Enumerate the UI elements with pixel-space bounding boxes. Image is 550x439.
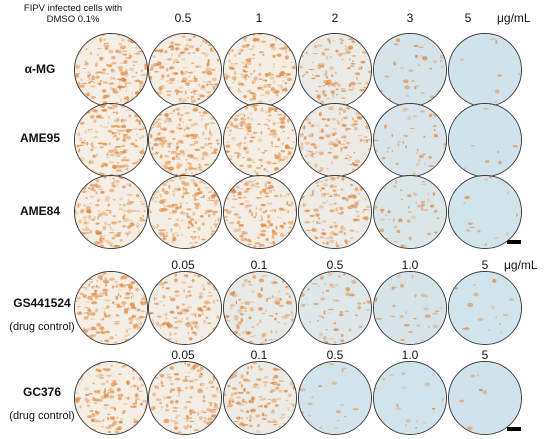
conc-header-b3-2: 0.5 (326, 348, 344, 362)
well-ame84-4 (373, 175, 447, 249)
unit-label-b1: μg/mL (497, 11, 531, 25)
well-a-mg-3 (298, 33, 372, 107)
conc-header-b3-4: 5 (481, 348, 489, 362)
well-ame95-5 (448, 103, 522, 177)
conc-header-b2-0: 0.05 (171, 258, 195, 272)
well-a-mg-2 (223, 33, 297, 107)
conc-header-b1-2: 2 (331, 11, 339, 25)
conc-header-b3-1: 0.1 (250, 348, 268, 362)
well-ame84-3 (298, 175, 372, 249)
well-ame95-0 (74, 103, 148, 177)
well-ame84-5 (448, 175, 522, 249)
conc-header-b1-3: 3 (406, 11, 414, 25)
scale-bar-top (507, 240, 521, 244)
well-ame95-1 (148, 103, 222, 177)
row-label-gc376: GC376 (22, 385, 62, 399)
conc-header-b2-4: 5 (481, 258, 489, 272)
well-ame95-3 (298, 103, 372, 177)
row-sublabel-gc376: (drug control) (9, 410, 75, 422)
control-column-header: FIPV infected cells with DMSO 0.1% (23, 3, 123, 25)
well-gc376-1 (148, 361, 222, 435)
unit-label-b2: μg/mL (504, 258, 538, 272)
conc-header-b3-3: 1.0 (401, 348, 419, 362)
well-gc376-4 (373, 361, 447, 435)
well-gs441524-2 (223, 271, 297, 345)
row-label-ame84: AME84 (19, 204, 60, 218)
row-sublabel-gs441524: (drug control) (9, 321, 75, 333)
well-ame95-2 (223, 103, 297, 177)
well-gs441524-0 (74, 271, 148, 345)
conc-header-b2-2: 0.5 (326, 258, 344, 272)
conc-header-b2-3: 1.0 (401, 258, 419, 272)
well-gc376-0 (74, 361, 148, 435)
well-ame84-0 (74, 175, 148, 249)
conc-header-b1-4: 5 (464, 11, 472, 25)
well-gs441524-4 (373, 271, 447, 345)
well-gs441524-1 (148, 271, 222, 345)
row-label-a-mg: α-MG (24, 62, 56, 76)
well-ame84-1 (148, 175, 222, 249)
well-gc376-2 (223, 361, 297, 435)
conc-header-b3-0: 0.05 (171, 348, 195, 362)
conc-header-b1-0: 0.5 (174, 11, 192, 25)
conc-header-b1-1: 1 (255, 11, 263, 25)
scale-bar-bottom (507, 427, 521, 431)
well-ame95-4 (373, 103, 447, 177)
well-a-mg-1 (148, 33, 222, 107)
conc-header-b2-1: 0.1 (250, 258, 268, 272)
well-ame84-2 (223, 175, 297, 249)
well-a-mg-4 (373, 33, 447, 107)
well-a-mg-5 (448, 33, 522, 107)
well-a-mg-0 (74, 33, 148, 107)
well-gc376-3 (298, 361, 372, 435)
row-label-gs441524: GS441524 (13, 296, 71, 310)
row-label-ame95: AME95 (19, 131, 60, 145)
well-gc376-5 (448, 361, 522, 435)
well-gs441524-3 (298, 271, 372, 345)
well-gs441524-5 (448, 271, 522, 345)
